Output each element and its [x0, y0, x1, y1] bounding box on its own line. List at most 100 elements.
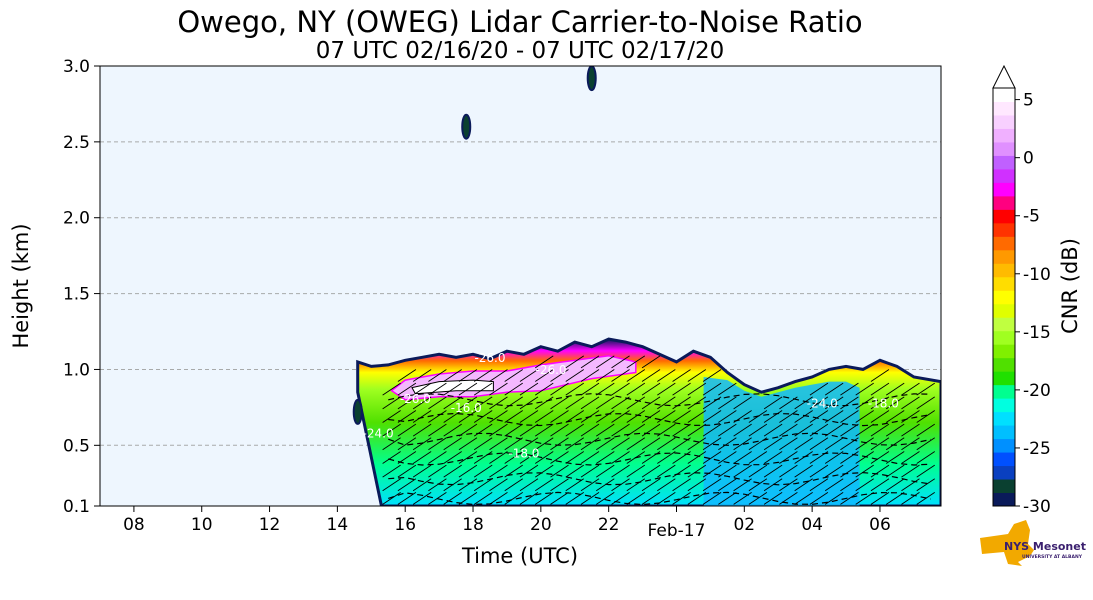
wind-barb	[580, 369, 600, 382]
wind-barb	[596, 437, 615, 451]
wind-barb	[885, 478, 905, 492]
wind-barb	[885, 410, 905, 423]
wind-barb	[687, 369, 707, 382]
wind-barb	[809, 492, 829, 505]
wind-barb	[916, 382, 935, 396]
wind-barb	[916, 410, 935, 423]
colorbar-segment	[993, 492, 1015, 507]
wind-barb	[382, 437, 401, 451]
wind-barb	[458, 410, 478, 423]
wind-barb	[916, 396, 935, 410]
wind-barb	[672, 492, 691, 505]
wind-barb	[870, 492, 890, 505]
wind-barb	[840, 382, 859, 396]
colorbar-segment	[993, 236, 1015, 251]
wind-barb	[626, 396, 646, 410]
wind-barb	[596, 478, 615, 492]
wind-barb	[611, 423, 630, 437]
contour-labels: -26.0 -26.0 -26.0 -18.0 -24.0 -18.0 -16.0 -24.0	[363, 351, 899, 461]
wind-barb	[565, 464, 585, 478]
wind-barb	[763, 464, 783, 478]
wind-barb	[779, 410, 798, 423]
colorbar-tick-label: -20	[1023, 381, 1051, 401]
wind-barb	[611, 396, 630, 410]
wind-barb	[626, 478, 646, 492]
wind-barb	[870, 382, 890, 396]
contour-line	[388, 432, 931, 446]
wind-barb	[763, 423, 783, 437]
wind-barb	[504, 410, 523, 423]
wind-barb	[382, 492, 401, 505]
x-tick-label: Feb-17	[648, 521, 706, 541]
wind-barb	[779, 478, 798, 492]
wind-barb	[901, 451, 920, 464]
wind-barb	[687, 410, 707, 423]
colorbar-segment	[993, 276, 1015, 291]
x-tick-label: 18	[462, 515, 484, 535]
wind-barb	[458, 369, 478, 382]
wind-barb	[412, 437, 432, 451]
wind-barb	[458, 451, 478, 464]
contour-label: -26.0	[400, 392, 431, 406]
wind-barb	[641, 423, 661, 437]
ny-state-shape-icon	[980, 520, 1034, 566]
colorbar-tick-label: -5	[1023, 207, 1040, 227]
wind-barb	[763, 492, 783, 505]
wind-barb	[428, 451, 447, 464]
wind-barb	[382, 382, 401, 396]
wind-barb	[718, 396, 737, 410]
colorbar-tick-label: 5	[1023, 91, 1034, 111]
low-cnr-region	[703, 377, 860, 506]
wind-barb	[611, 355, 630, 369]
wind-barb	[489, 382, 508, 396]
wind-barb	[809, 423, 829, 437]
cnr-max-region	[411, 379, 494, 395]
wind-barb	[412, 478, 432, 492]
wind-barb	[534, 382, 554, 396]
wind-barb	[672, 396, 691, 410]
wind-barb	[794, 410, 813, 423]
wind-barb	[672, 410, 691, 423]
wind-barb	[901, 396, 920, 410]
wind-barb	[809, 410, 829, 423]
wind-barb	[641, 464, 661, 478]
wind-barb	[473, 396, 493, 410]
wind-barb	[611, 451, 630, 464]
wind-barb	[840, 410, 859, 423]
colorbar-segment	[993, 155, 1015, 170]
wind-barb	[550, 410, 569, 423]
wind-barb	[916, 464, 935, 478]
wind-barb	[611, 369, 630, 382]
y-axis: 0.1 0.5 1.0 1.5 2.0 2.5 3.0	[63, 57, 100, 517]
wind-barb	[840, 464, 859, 478]
wind-barb	[718, 478, 737, 492]
wind-barb	[916, 437, 935, 451]
colorbar-segment	[993, 128, 1015, 143]
colorbar-extend-arrow	[992, 64, 1016, 89]
colorbar-tick-label: -30	[1023, 497, 1051, 517]
wind-barb	[885, 464, 905, 478]
wind-barb	[641, 396, 661, 410]
wind-barb	[565, 437, 585, 451]
colorbar-segment	[993, 452, 1015, 467]
wind-barb	[824, 382, 844, 396]
wind-barb	[702, 410, 722, 423]
wind-barb	[534, 492, 554, 505]
colorbar-segment	[993, 344, 1015, 359]
wind-barb	[763, 396, 783, 410]
wind-barb	[397, 478, 417, 492]
wind-barb	[596, 423, 615, 437]
y-tick-label: 0.1	[63, 497, 90, 517]
wind-barb	[672, 451, 691, 464]
plot-frame	[99, 65, 942, 507]
x-axis-label: Time (UTC)	[461, 544, 578, 568]
colorbar-segment	[993, 249, 1015, 264]
wind-barb	[519, 369, 539, 382]
wind-barb	[809, 478, 829, 492]
wind-barb	[550, 423, 569, 437]
colorbar-segment	[993, 303, 1015, 318]
wind-barb	[382, 478, 401, 492]
wind-barb	[855, 382, 874, 396]
isolated-echo	[461, 113, 472, 140]
wind-barb	[443, 396, 462, 410]
